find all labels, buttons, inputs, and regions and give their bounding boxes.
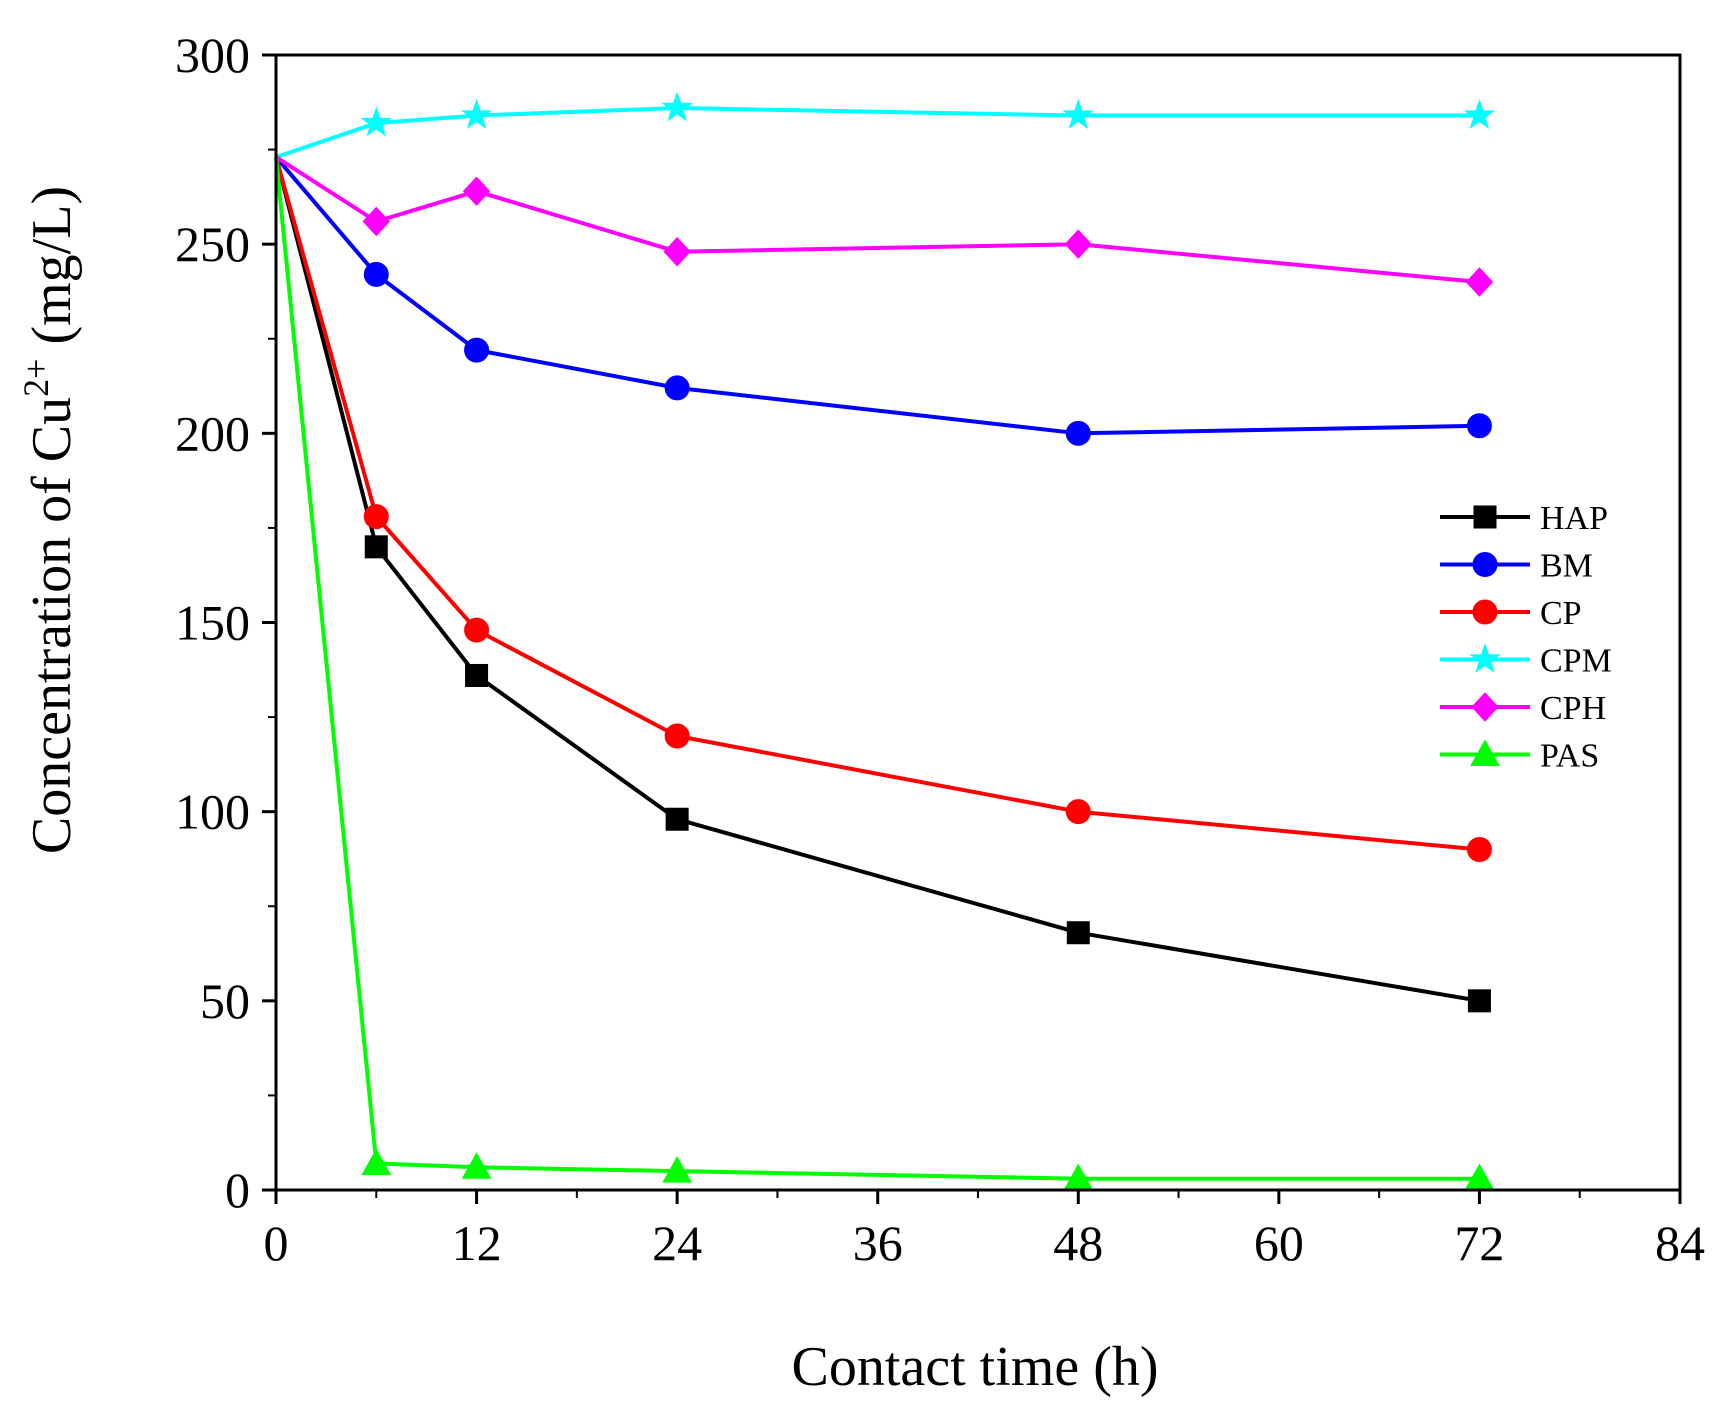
x-tick-label: 12 <box>452 1215 502 1271</box>
data-point-pas <box>461 1152 492 1179</box>
y-tick-label: 250 <box>175 216 250 272</box>
legend-label-pas: PAS <box>1540 738 1599 775</box>
data-point-cpm <box>360 106 393 137</box>
legend-marker-cp <box>1472 599 1498 625</box>
data-point-bm <box>1466 413 1492 439</box>
data-point-cpm <box>661 91 693 122</box>
y-tick-label: 100 <box>175 784 250 840</box>
x-axis-title: Contact time (h) <box>791 1336 1158 1398</box>
series-line-pas <box>274 156 1480 1181</box>
series-line-cph <box>274 155 1480 284</box>
legend-label-cp: CP <box>1540 595 1582 632</box>
legend-marker-cpm <box>1469 642 1501 673</box>
data-point-bm <box>464 337 490 363</box>
data-point-cph <box>362 206 390 237</box>
x-tick-label: 60 <box>1254 1215 1304 1271</box>
y-axis-title: Concentration of Cu2+ (mg/L) <box>16 186 83 854</box>
data-point-cpm <box>1463 98 1496 129</box>
y-axis-title-superscript: 2+ <box>16 359 56 397</box>
data-point-cpm <box>460 98 493 129</box>
legend-label-cpm: CPM <box>1540 643 1612 680</box>
x-tick-labels: 0 12 24 36 48 60 72 84 <box>264 1215 1706 1271</box>
legend-marker-cph <box>1471 692 1499 722</box>
legend-label-cph: CPH <box>1540 690 1606 727</box>
series-line-bm <box>274 155 1480 436</box>
x-tick-label: 84 <box>1655 1215 1705 1271</box>
plot-area-frame <box>274 53 1682 1192</box>
y-tick-label: 200 <box>175 405 250 461</box>
x-tick-label: 24 <box>652 1215 702 1271</box>
data-point-cph <box>1064 229 1092 259</box>
data-point-hap <box>665 807 689 831</box>
x-tick-label: 72 <box>1454 1215 1504 1271</box>
series-line-hap <box>274 156 1480 1003</box>
x-tick-label: 36 <box>853 1215 903 1271</box>
y-tick-label: 150 <box>175 595 250 651</box>
data-point-hap <box>1066 921 1090 945</box>
data-point-hap <box>1467 989 1491 1013</box>
series-markers <box>360 91 1496 1191</box>
y-tick-labels: 0 50 100 150 200 250 300 <box>175 27 250 1218</box>
data-point-cph <box>462 176 491 206</box>
data-point-cp <box>363 504 389 530</box>
legend-label-bm: BM <box>1540 548 1593 585</box>
y-tick-label: 50 <box>200 973 250 1029</box>
x-tick-label: 48 <box>1053 1215 1103 1271</box>
data-point-bm <box>664 375 690 401</box>
y-axis-title-unit: (mg/L) <box>21 186 83 359</box>
data-point-bm <box>1065 420 1091 446</box>
legend-marker-bm <box>1472 552 1498 577</box>
x-tick-label: 0 <box>264 1215 289 1271</box>
data-point-hap <box>364 535 388 559</box>
data-point-cp <box>664 723 690 749</box>
data-point-cp <box>1466 837 1492 862</box>
y-tick-label: 0 <box>225 1162 250 1218</box>
series-line-cpm <box>275 106 1480 159</box>
data-point-cp <box>464 617 490 643</box>
data-point-cph <box>1465 267 1494 297</box>
data-point-pas <box>361 1148 392 1176</box>
data-point-cp <box>1065 799 1091 825</box>
data-point-hap <box>465 663 489 687</box>
data-point-cpm <box>1062 98 1095 129</box>
legend-label-hap: HAP <box>1540 500 1608 537</box>
data-point-cph <box>663 236 691 267</box>
data-point-pas <box>662 1156 692 1183</box>
y-tick-label: 300 <box>175 27 250 83</box>
series-line-cp <box>274 156 1480 852</box>
y-axis-title-main: Concentration of Cu <box>21 397 83 854</box>
legend-marker-pas <box>1470 739 1500 766</box>
legend: HAP BM CP CPM CPH PAS <box>1440 500 1612 775</box>
legend-marker-hap <box>1473 505 1497 529</box>
data-point-bm <box>363 261 389 287</box>
series-lines <box>274 106 1480 1181</box>
